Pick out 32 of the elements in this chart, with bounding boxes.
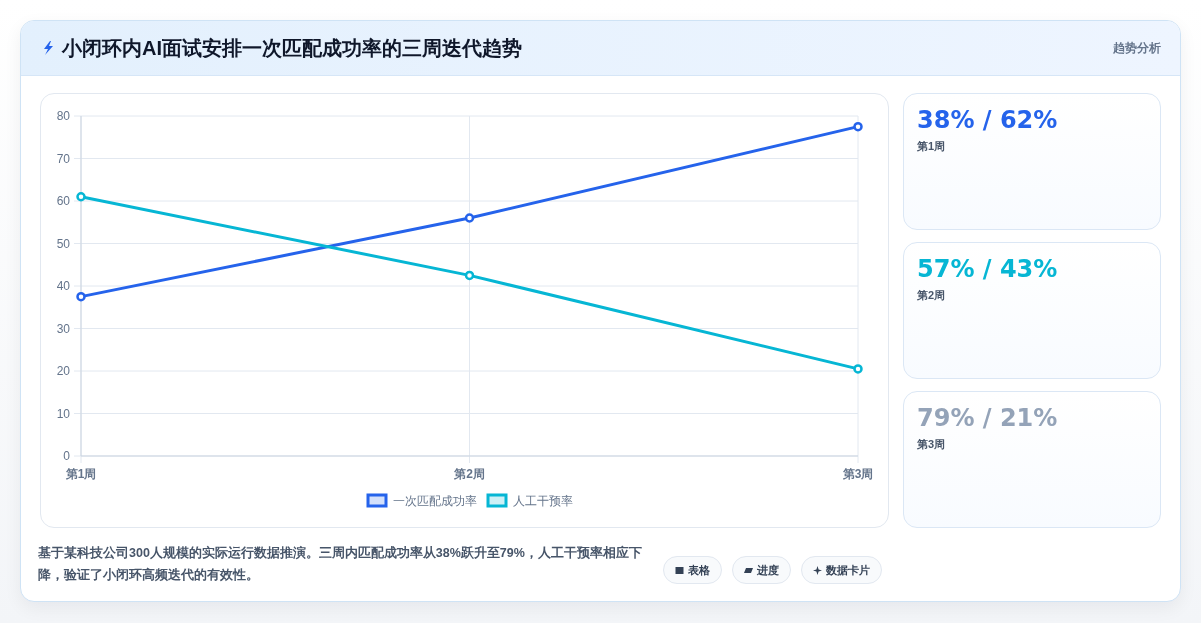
y-tick-label: 60 [56, 194, 71, 208]
point [853, 364, 863, 374]
y-tick-label: 70 [56, 151, 71, 166]
legend-label: 人工干预率 [512, 494, 573, 508]
text: 进度 [757, 562, 779, 578]
text: 79% / 21% [917, 404, 1058, 432]
point [76, 192, 86, 202]
text: 表格 [688, 562, 710, 578]
y-tick-label: 80 [56, 109, 71, 123]
x-tick-label: 第3周 [841, 467, 874, 481]
text: 趋势分析 [1113, 40, 1161, 57]
category-label: 第3周 [917, 437, 946, 452]
text: 数据卡片 [826, 562, 870, 578]
point [464, 213, 475, 223]
point [76, 291, 86, 302]
y-tick-label: 30 [56, 321, 71, 336]
text: 57% / 43% [917, 255, 1058, 283]
category-label: 第2周 [917, 288, 946, 303]
point [853, 121, 863, 132]
y-tick-label: 20 [56, 364, 71, 378]
x-tick-label: 第1周 [64, 467, 97, 481]
chart-title: 小闭环内AI面试安排一次匹配成功率的三周迭代趋势 [62, 36, 522, 61]
point [464, 270, 475, 281]
category-label: 第1周 [917, 139, 946, 154]
y-tick-label: 50 [56, 236, 71, 251]
y-tick-label: 40 [56, 279, 71, 293]
y-tick-label: 10 [56, 406, 71, 421]
text: 基于某科技公司300人规模的实际运行数据推演。三周内匹配成功率从38%跃升至79%，人工干预率相应下降，验证了小闭环高频迭代的有效性。 [38, 544, 643, 584]
x-tick-label: 第2周 [453, 467, 485, 481]
legend-label: 一次匹配成功率 [392, 494, 477, 508]
text: 38% / 62% [917, 106, 1058, 134]
y-tick-label: 0 [63, 449, 71, 463]
